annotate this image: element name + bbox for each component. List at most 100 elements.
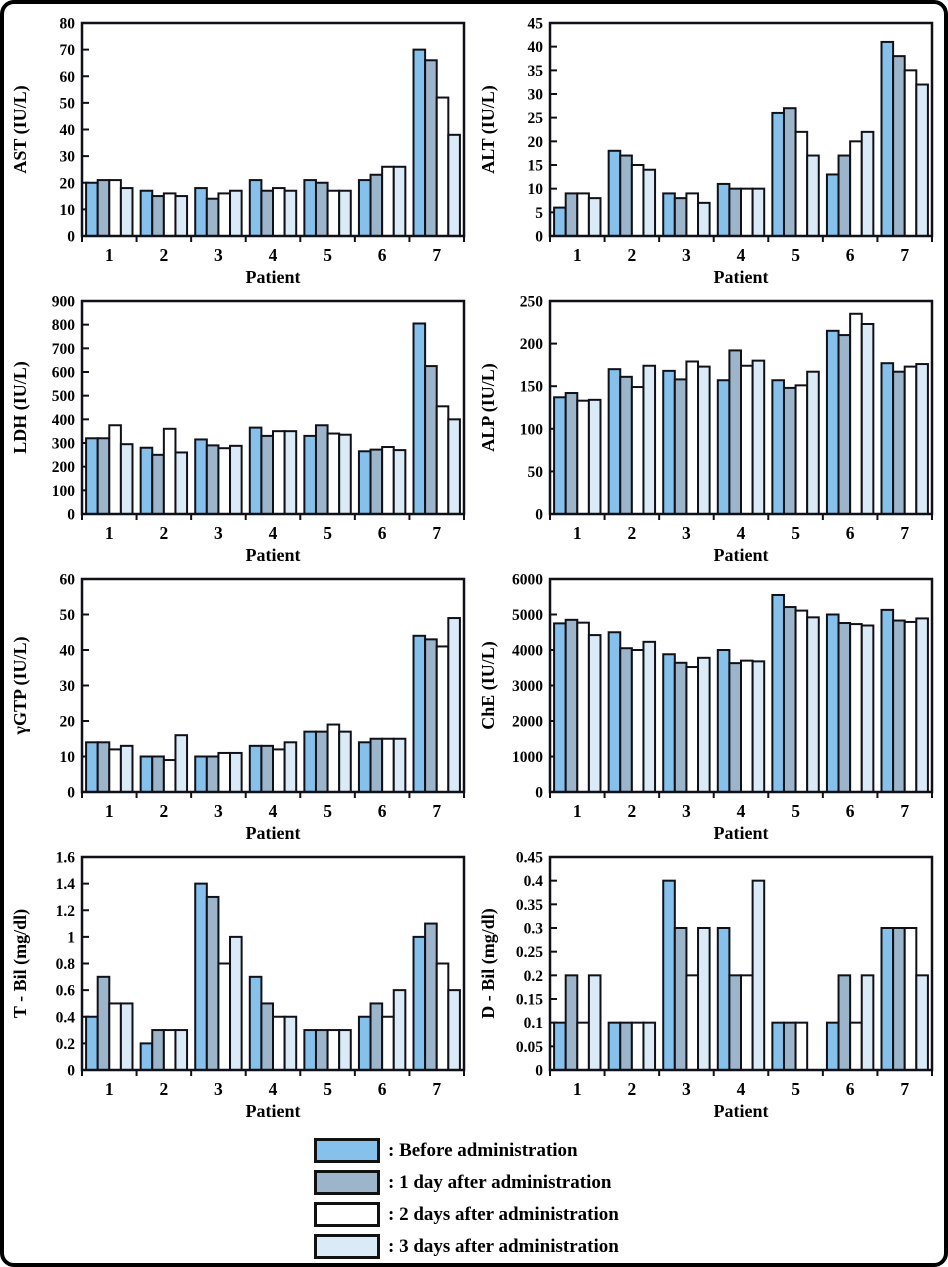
bar-patient5-series2 [782,606,797,793]
x-tick-label: 1 [573,245,582,265]
bar-patient4-series3 [272,430,286,516]
bar-patient5-series2 [782,1021,797,1072]
plot-frame [80,21,466,238]
bar-patient6-series4 [392,737,407,793]
bar-patient1-series3 [108,1002,122,1071]
bar-patient5-series3 [794,130,809,237]
plot-frame [548,577,934,794]
bar-patient3-series1 [662,369,676,515]
bar-patient6-series1 [825,1021,840,1072]
x-tick-label: 6 [846,801,855,821]
bar-patient7-series1 [880,927,895,1071]
bar-patient3-series3 [685,974,700,1071]
y-tick-label: 15 [528,158,544,175]
bar-patient3-series2 [205,444,220,515]
x-tick-label: 6 [378,523,387,543]
bar-patient3-series2 [205,755,220,793]
bar-patient5-series4 [338,433,352,515]
bar-patient1-series4 [587,634,602,793]
y-tick-label: 0.45 [516,850,543,867]
bar-patient6-series3 [849,312,863,516]
x-axis-label: Patient [714,1101,769,1121]
bar-patient3-series3 [217,751,232,793]
x-tick-label: 2 [627,245,636,265]
bar-patient2-series4 [642,168,657,238]
x-tick-label: 5 [791,1079,800,1099]
x-tick-label: 7 [900,245,909,265]
y-tick-label: 200 [52,459,76,476]
legend-item: : 2 days after administration [314,1202,619,1227]
x-tick-label: 7 [432,523,441,543]
bar-patient4-series2 [260,189,274,238]
y-tick-label: 0 [535,785,543,802]
bar-patient4-series4 [283,430,298,516]
bar-patient6-series2 [837,154,852,238]
bar-patient5-series1 [771,379,785,516]
bar-patient1-series2 [564,392,579,515]
bar-patient7-series2 [424,59,438,238]
bar-patient2-series4 [642,640,657,793]
bar-patient3-series3 [685,360,700,515]
y-tick-label: 0 [535,229,543,246]
bar-patient1-series4 [119,744,134,794]
y-tick-label: 700 [52,341,76,358]
bar-patient4-series4 [751,187,766,238]
x-tick-label: 6 [378,801,387,821]
bar-patient1-series1 [553,622,567,793]
y-axis-label: LDH (IU/L) [10,361,31,454]
y-tick-label: 10 [528,181,544,198]
bar-patient3-series4 [229,189,243,238]
bar-patient4-series2 [260,744,274,794]
plot-frame [548,855,934,1072]
bar-patient5-series1 [303,434,317,515]
bar-patient7-series4 [447,133,461,237]
y-tick-label: 400 [52,412,76,429]
y-tick-label: 25 [528,110,544,127]
bar-patient5-series3 [326,723,341,793]
bar-patient7-series2 [424,365,438,516]
bar-patient4-series4 [751,879,766,1071]
x-axis-label: Patient [246,267,301,287]
plot-frame [548,21,934,238]
x-tick-label: 5 [323,1079,332,1099]
bar-patient3-series1 [194,755,208,793]
y-tick-label: 0 [67,507,75,524]
bar-patient7-series2 [892,619,906,793]
bar-patient2-series4 [642,364,657,515]
bar-patient2-series2 [619,1021,633,1072]
x-tick-label: 2 [159,1079,168,1099]
y-tick-label: 0.2 [524,968,544,985]
bar-patient1-series2 [564,192,579,237]
y-tick-label: 1000 [512,749,543,766]
bar-patient5-series1 [771,1021,785,1072]
x-tick-label: 6 [846,523,855,543]
bar-patient7-series3 [903,365,918,515]
bar-patient3-series4 [229,935,243,1071]
bar-patient3-series4 [229,444,243,515]
bar-patient3-series2 [205,895,220,1071]
y-tick-label: 50 [60,607,76,624]
legend-label: : 1 day after administration [388,1171,612,1193]
bar-patient3-series4 [697,656,711,793]
plot-frame [80,855,466,1072]
bar-patient6-series3 [381,446,395,515]
bar-patient6-series1 [357,179,372,237]
bar-patient1-series2 [564,618,579,794]
x-tick-label: 1 [105,523,114,543]
x-tick-label: 7 [432,1079,441,1099]
bar-patient2-series3 [630,1021,645,1072]
bar-patient2-series1 [139,189,154,238]
bar-patient4-series3 [740,364,754,515]
bar-patient6-series1 [825,613,840,793]
chart-alp: 0 50 100 150 200 250 1 2 3 4 5 6 7 ALP (IU/L) Patient [478,294,934,565]
bar-patient4-series4 [283,1015,298,1071]
bar-patient6-series4 [860,624,875,793]
bar-patient1-series3 [576,1021,590,1072]
y-tick-label: 150 [520,379,544,396]
y-tick-label: 0 [535,1063,543,1080]
bar-patient5-series2 [314,1029,329,1071]
bar-patient1-series2 [564,974,579,1071]
x-tick-label: 5 [791,801,800,821]
bar-patient7-series1 [412,634,427,793]
